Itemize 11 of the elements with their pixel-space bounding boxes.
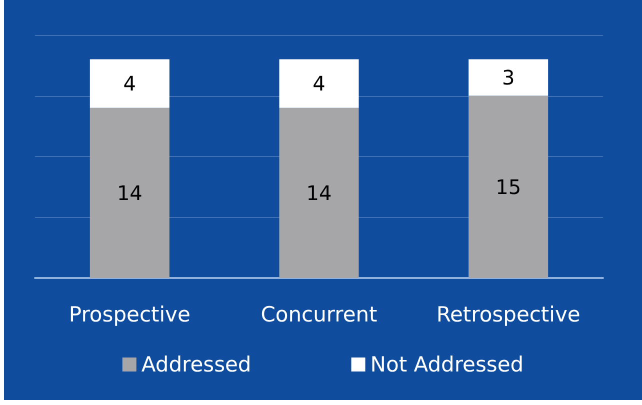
data-label: 14	[306, 180, 332, 205]
x-tick-label: Retrospective	[436, 302, 580, 326]
data-label: 4	[123, 72, 136, 96]
legend-label: Addressed	[141, 352, 252, 376]
x-tick-label: Prospective	[68, 302, 190, 326]
data-label: 3	[502, 66, 515, 90]
data-label: 15	[496, 174, 522, 199]
data-label: 4	[312, 72, 326, 96]
x-tick-label: Concurrent	[260, 302, 378, 326]
data-label: 14	[116, 180, 142, 205]
legend-label: Not Addressed	[370, 352, 524, 376]
